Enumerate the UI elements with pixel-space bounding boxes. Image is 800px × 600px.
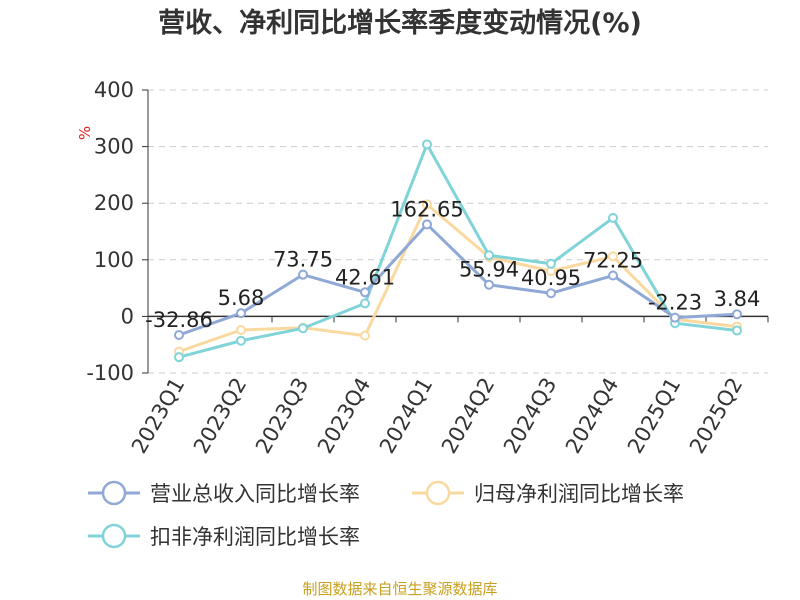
data-label: 72.25 [583, 249, 643, 273]
x-tick-label: 2024Q3 [499, 374, 561, 458]
y-tick-label: 100 [94, 248, 134, 272]
legend-label: 扣非净利润同比增长率 [150, 525, 360, 549]
data-point [608, 270, 618, 281]
legend-label: 归母净利润同比增长率 [474, 482, 684, 506]
data-point [298, 323, 308, 334]
data-point [546, 288, 556, 299]
data-label: -32.86 [145, 308, 213, 332]
data-point [360, 287, 370, 298]
series-line [178, 202, 738, 353]
x-tick-label: 2023Q2 [189, 374, 251, 458]
x-tick-label: 2024Q4 [561, 374, 623, 458]
chart-title: 营收、净利同比增长率季度变动情况(%) [158, 7, 642, 39]
data-label: 40.95 [521, 266, 581, 290]
legend-marker [425, 480, 451, 506]
data-point [174, 352, 184, 363]
series-line [178, 222, 738, 337]
series-line [178, 142, 738, 359]
series-lines [174, 139, 742, 363]
x-tick-label: 2023Q1 [127, 374, 189, 458]
data-point [360, 330, 370, 341]
data-label: -2.23 [648, 291, 702, 315]
data-point [174, 329, 184, 340]
data-label: 162.65 [390, 197, 463, 221]
data-point [484, 250, 494, 261]
data-point [360, 298, 370, 309]
data-point [484, 279, 494, 290]
data-point [236, 324, 246, 335]
source-note: 制图数据来自恒生聚源数据库 [302, 580, 497, 598]
data-label: 5.68 [218, 286, 265, 310]
y-tick-label: 400 [94, 78, 134, 102]
x-tick-label: 2025Q2 [685, 374, 747, 458]
x-tick-label: 2023Q4 [313, 374, 375, 458]
data-label: 3.84 [714, 287, 761, 311]
legend-marker [101, 480, 127, 506]
data-point [236, 308, 246, 319]
data-point [422, 219, 432, 230]
x-tick-label: 2025Q1 [623, 374, 685, 458]
y-axis-unit: % [76, 126, 94, 140]
x-tick-label: 2023Q3 [251, 374, 313, 458]
x-tick-label: 2024Q1 [375, 374, 437, 458]
axes: -100 0 100 200 300 400 2023Q1 2023Q2 2023Q3 2023Q… [86, 78, 769, 458]
y-tick-label: 300 [94, 135, 134, 159]
data-point [732, 309, 742, 320]
y-tick-label: 200 [94, 191, 134, 215]
data-point [422, 199, 432, 210]
y-tick-label: -100 [86, 361, 134, 385]
data-point [608, 251, 618, 262]
data-point [236, 335, 246, 346]
data-point [298, 269, 308, 280]
data-point [670, 312, 680, 323]
data-label: 42.61 [335, 265, 395, 289]
grid [148, 89, 768, 374]
legend-label: 营业总收入同比增长率 [150, 482, 360, 506]
data-label: 73.75 [273, 248, 333, 272]
data-point [546, 258, 556, 269]
y-tick-label: 0 [121, 304, 134, 328]
data-label: 55.94 [459, 258, 519, 282]
data-point [422, 139, 432, 150]
legend-marker [101, 523, 127, 549]
data-point [732, 325, 742, 336]
x-tick-label: 2024Q2 [437, 374, 499, 458]
data-point [608, 212, 618, 223]
